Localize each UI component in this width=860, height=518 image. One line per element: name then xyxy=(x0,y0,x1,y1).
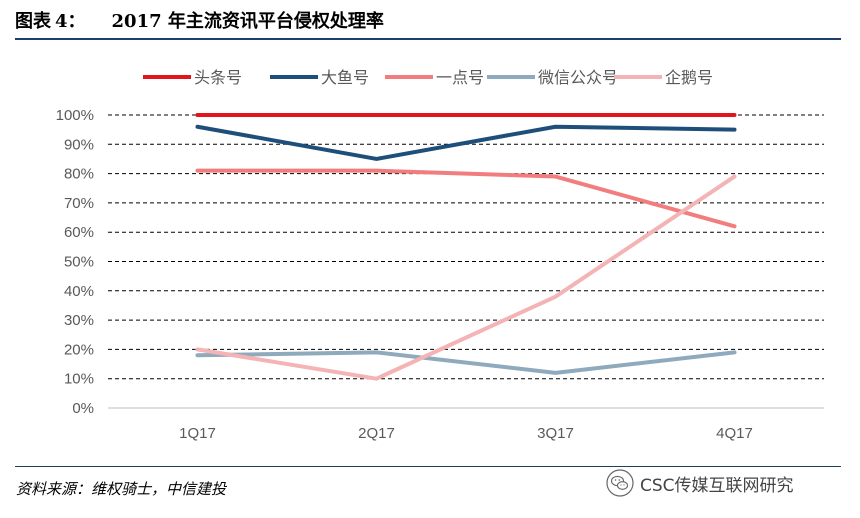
y-tick-label: 0% xyxy=(72,400,94,417)
watermark: CSC传媒互联网研究 xyxy=(606,468,794,498)
y-tick-label: 40% xyxy=(64,283,94,300)
series-line-3 xyxy=(195,168,737,229)
legend-label: 一点号 xyxy=(436,69,484,87)
header-divider xyxy=(15,38,841,40)
y-tick-label: 10% xyxy=(64,371,94,388)
x-tick-label: 3Q17 xyxy=(537,425,574,442)
figure-label: 图表 xyxy=(15,11,51,32)
figure-title-text: 2017 年主流资讯平台侵权处理率 xyxy=(111,11,384,32)
x-tick-label: 2Q17 xyxy=(358,425,395,442)
chart-axes: 0% 10% 20% 30% 40% 50% 60% 70% 80% 90% 100% 1Q17 2Q1… xyxy=(56,107,824,442)
legend-label: 企鹅号 xyxy=(665,69,713,87)
figure-title: 图表 4： 2017 年主流资讯平台侵权处理率 xyxy=(15,7,384,33)
y-tick-label: 20% xyxy=(64,341,94,358)
wechat-icon xyxy=(606,469,634,497)
series-line-4 xyxy=(195,350,737,375)
y-tick-label: 30% xyxy=(64,312,94,329)
series-line-5 xyxy=(195,174,737,381)
watermark-text: CSC传媒互联网研究 xyxy=(640,475,794,496)
legend-label: 微信公众号 xyxy=(538,69,618,87)
legend-label: 头条号 xyxy=(194,69,242,87)
figure-number: 4： xyxy=(55,11,86,32)
figure-header: 图表 4： 2017 年主流资讯平台侵权处理率 xyxy=(0,0,860,44)
footer-divider xyxy=(15,466,841,467)
y-tick-label: 50% xyxy=(64,254,94,271)
y-tick-label: 100% xyxy=(56,107,94,124)
series-line-2 xyxy=(195,124,737,161)
source-note: 资料来源：维权骑士，中信建投 xyxy=(16,480,227,498)
y-tick-label: 80% xyxy=(64,166,94,183)
x-tick-label: 4Q17 xyxy=(716,425,753,442)
chart-series xyxy=(195,113,737,381)
y-tick-label: 60% xyxy=(64,224,94,241)
y-tick-label: 70% xyxy=(64,195,94,212)
line-chart: 头条号 大鱼号 一点号 微信公众号 企鹅号 0% 10% 20% 30% 40% 50% 60% 70… xyxy=(56,69,824,442)
y-tick-label: 90% xyxy=(64,136,94,153)
chart-legend: 头条号 大鱼号 一点号 微信公众号 企鹅号 xyxy=(143,69,713,87)
x-tick-label: 1Q17 xyxy=(179,425,216,442)
legend-label: 大鱼号 xyxy=(321,69,369,87)
